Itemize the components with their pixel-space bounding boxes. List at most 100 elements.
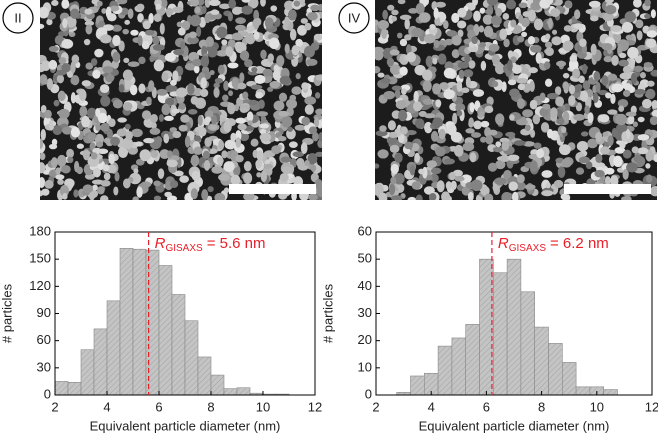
particle [200, 55, 210, 68]
particle [533, 18, 544, 31]
particle [470, 179, 483, 192]
particle [507, 59, 513, 72]
particle [312, 132, 319, 142]
particle [153, 180, 161, 187]
particle [389, 64, 402, 75]
particle [61, 0, 70, 9]
particle [204, 13, 211, 24]
x-tick-label: 2 [51, 399, 58, 414]
particle [377, 72, 385, 78]
particle [590, 43, 597, 56]
particle [572, 68, 580, 79]
micrograph [40, 0, 322, 200]
particle [219, 3, 231, 10]
particle [165, 7, 174, 16]
particle [240, 31, 249, 37]
particle [488, 43, 500, 52]
particle [630, 72, 638, 84]
particle [234, 24, 247, 32]
y-tick-label: 120 [29, 278, 51, 293]
particle [187, 83, 195, 95]
particle [135, 141, 143, 147]
particle [389, 49, 400, 56]
particle [151, 122, 157, 130]
particle [617, 98, 629, 108]
particle [411, 27, 423, 38]
particle [94, 48, 104, 58]
particle [633, 65, 644, 73]
particle [552, 29, 558, 35]
particle [216, 26, 228, 39]
particle [633, 154, 642, 163]
particle [558, 144, 571, 156]
particle [73, 189, 79, 198]
particle [57, 179, 64, 185]
particle [562, 111, 570, 124]
particle [230, 132, 237, 142]
particle [152, 44, 165, 51]
particle [422, 80, 432, 93]
particle [494, 63, 505, 75]
particle [300, 142, 308, 154]
particle [90, 152, 98, 160]
y-tick-label: 60 [37, 332, 51, 347]
particle [382, 47, 394, 60]
particle [399, 66, 408, 76]
particle [564, 0, 572, 8]
particle [545, 182, 551, 189]
x-tick-label: 4 [428, 399, 435, 414]
particle [580, 131, 589, 137]
particle [541, 170, 553, 178]
particle [190, 0, 200, 7]
particle [177, 27, 186, 36]
particle [411, 142, 420, 152]
particle [245, 33, 256, 45]
particle [255, 91, 263, 99]
particle [279, 173, 289, 182]
particle [605, 92, 612, 99]
particle [396, 32, 403, 39]
particle [84, 20, 95, 26]
particle [637, 147, 649, 155]
particle [562, 72, 570, 79]
particle [81, 80, 91, 87]
particle [601, 75, 609, 86]
particle [197, 115, 203, 126]
particle [414, 152, 420, 163]
particle [246, 25, 255, 32]
particle [221, 150, 228, 159]
particle [191, 170, 201, 181]
annotation-text: = 6.2 nm [550, 235, 609, 252]
particle [387, 4, 395, 11]
panel-label: IV [348, 10, 361, 25]
particle [435, 146, 446, 157]
particle [188, 31, 197, 39]
particle [243, 172, 253, 185]
particle [122, 101, 133, 111]
particle [293, 0, 301, 7]
particle [451, 49, 460, 59]
particle [99, 84, 110, 94]
particle [451, 34, 462, 46]
particle [598, 114, 610, 123]
particle [96, 27, 108, 37]
particle [445, 181, 452, 190]
scale-bar [564, 184, 651, 194]
particle [52, 124, 63, 136]
particle [545, 33, 551, 40]
particle [415, 118, 425, 129]
particle [214, 192, 226, 200]
particle [130, 29, 139, 36]
particle [83, 38, 91, 46]
particle [536, 148, 545, 159]
particle [616, 123, 628, 133]
particle [316, 185, 322, 198]
particle [413, 90, 419, 103]
particle [42, 78, 48, 85]
particle [53, 99, 60, 107]
particle [598, 89, 608, 96]
particle [492, 183, 499, 192]
particle [122, 28, 129, 35]
particle [179, 175, 190, 183]
particle [653, 153, 657, 163]
